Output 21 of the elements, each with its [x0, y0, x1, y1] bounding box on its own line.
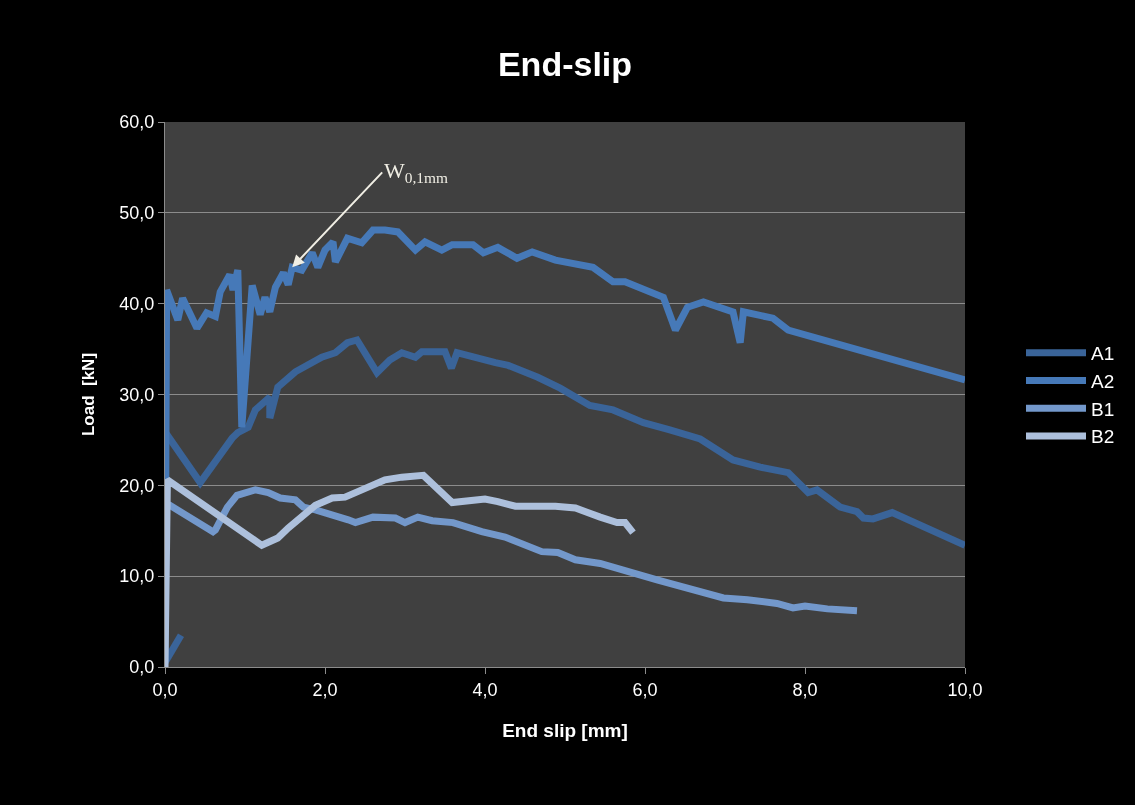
- y-tick-label: 40,0: [119, 293, 155, 314]
- x-tick-label: 2,0: [312, 679, 338, 700]
- x-tick-label: 6,0: [632, 679, 658, 700]
- legend-label: B2: [1091, 426, 1115, 448]
- x-tick-label: 0,0: [152, 679, 178, 700]
- x-tick-label: 10,0: [947, 679, 983, 700]
- y-axis-title: Load [kN]: [78, 352, 98, 437]
- x-axis-title: End slip [mm]: [502, 720, 628, 742]
- chart-title: End-slip: [497, 45, 633, 84]
- legend-label: B1: [1091, 398, 1115, 420]
- x-tick-label: 8,0: [792, 679, 818, 700]
- y-tick-label: 30,0: [119, 384, 155, 405]
- y-tick-label: 0,0: [129, 657, 155, 678]
- y-tick-label: 10,0: [119, 566, 155, 587]
- legend-label: A1: [1091, 343, 1115, 365]
- legend-label: A2: [1091, 370, 1115, 392]
- annotation: W$_{0,1mm}$: [384, 158, 448, 186]
- y-tick-label: 20,0: [119, 475, 155, 496]
- x-tick-label: 4,0: [472, 679, 498, 700]
- y-tick-label: 60,0: [119, 112, 155, 133]
- y-tick-label: 50,0: [119, 203, 155, 224]
